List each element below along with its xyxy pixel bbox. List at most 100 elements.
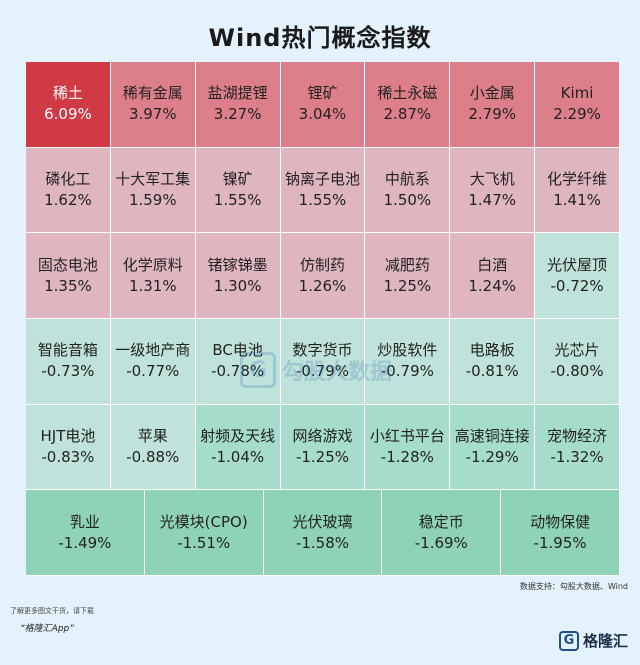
- cell-concept-name: 锂矿: [307, 84, 338, 103]
- cell-concept-name: 宠物经济: [547, 426, 608, 445]
- heatmap-cell: 稀土永磁 2.87%: [365, 62, 451, 148]
- cell-concept-name: 光伏玻璃: [292, 512, 353, 531]
- cell-percent-value: 1.25%: [383, 276, 432, 295]
- cell-concept-name: 稳定币: [418, 512, 464, 531]
- heatmap-cell: 光模块(CPO) -1.51%: [144, 490, 264, 576]
- cell-concept-name: 稀有金属: [122, 84, 183, 103]
- cell-concept-name: 网络游戏: [292, 426, 353, 445]
- cell-concept-name: 仿制药: [299, 255, 345, 274]
- cell-percent-value: -1.51%: [177, 533, 231, 552]
- cell-percent-value: -0.79%: [380, 362, 434, 381]
- cell-percent-value: -1.69%: [414, 533, 468, 552]
- download-note: 了解更多图文干货，请下载: [10, 607, 94, 615]
- heatmap-cell: 仿制药 1.26%: [280, 233, 366, 319]
- cell-concept-name: 小金属: [469, 84, 515, 103]
- heatmap-cell: HJT电池 -0.83%: [26, 404, 111, 491]
- heatmap-cell: 光芯片 -0.80%: [535, 319, 620, 405]
- heatmap-cell: 动物保健 -1.95%: [501, 490, 620, 576]
- cell-concept-name: 稀土: [52, 84, 83, 103]
- heatmap-cell: 稀土 6.09%: [26, 62, 111, 148]
- cell-concept-name: 稀土永磁: [377, 84, 438, 103]
- cell-percent-value: 2.79%: [468, 105, 517, 124]
- cell-concept-name: 乳业: [69, 512, 100, 531]
- cell-percent-value: 1.24%: [468, 276, 517, 295]
- cell-percent-value: -0.73%: [41, 362, 95, 381]
- cell-concept-name: 锗镓锑墨: [207, 255, 268, 274]
- cell-percent-value: 1.55%: [298, 190, 347, 209]
- cell-percent-value: 1.30%: [213, 276, 262, 295]
- cell-concept-name: 减肥药: [384, 255, 430, 274]
- cell-concept-name: 小红书平台: [369, 426, 445, 445]
- cell-percent-value: -0.78%: [211, 362, 265, 381]
- cell-percent-value: -1.28%: [380, 447, 434, 466]
- cell-concept-name: 高速铜连接: [454, 426, 530, 445]
- cell-percent-value: 1.47%: [468, 190, 517, 209]
- cell-concept-name: 十大军工集: [115, 169, 191, 188]
- cell-concept-name: 化学纤维: [547, 169, 608, 188]
- cell-concept-name: HJT电池: [40, 426, 96, 445]
- heatmap-cell: 光伏屋顶 -0.72%: [535, 233, 620, 319]
- cell-percent-value: -1.32%: [550, 447, 604, 466]
- cell-concept-name: 动物保健: [530, 512, 591, 531]
- data-source: 数据支持：勾股大数据、Wind: [519, 582, 628, 591]
- cell-concept-name: 钠离子电池: [284, 169, 360, 188]
- cell-percent-value: -0.81%: [465, 362, 519, 381]
- cell-percent-value: -0.79%: [295, 362, 350, 381]
- heatmap-cell: 钠离子电池 1.55%: [280, 147, 366, 234]
- cell-concept-name: 炒股软件: [377, 341, 438, 360]
- heatmap-cell: 减肥药 1.25%: [365, 233, 451, 319]
- cell-concept-name: 光伏屋顶: [547, 255, 608, 274]
- cell-concept-name: 中航系: [384, 169, 430, 188]
- heatmap-cell: 中航系 1.50%: [365, 147, 451, 234]
- cell-percent-value: 1.55%: [213, 190, 262, 209]
- heatmap-cell: 大飞机 1.47%: [450, 147, 536, 234]
- chart-title: Wind热门概念指数: [208, 24, 432, 52]
- heatmap-cell: 化学原料 1.31%: [110, 233, 196, 319]
- cell-concept-name: 光芯片: [554, 341, 600, 360]
- heatmap-cell: 化学纤维 1.41%: [535, 147, 620, 234]
- cell-percent-value: 1.41%: [553, 190, 601, 209]
- app-name-note: “格隆汇App”: [20, 624, 74, 634]
- cell-percent-value: 3.27%: [213, 105, 262, 124]
- heatmap-grid: 稀土 6.09% 稀有金属 3.97% 盐湖提锂 3.27% 锂矿 3.04% 稀土永磁 2.87…: [26, 62, 620, 576]
- cell-percent-value: 2.87%: [383, 105, 432, 124]
- heatmap-cell: 盐湖提锂 3.27%: [195, 62, 281, 148]
- cell-concept-name: 智能音箱: [37, 341, 98, 360]
- cell-concept-name: 光模块(CPO): [159, 512, 248, 531]
- cell-concept-name: 化学原料: [122, 255, 183, 274]
- brand-name: 格隆汇: [582, 632, 628, 650]
- heatmap-cell: 小红书平台 -1.28%: [365, 404, 451, 491]
- cell-concept-name: 盐湖提锂: [207, 84, 268, 103]
- cell-percent-value: 3.04%: [298, 105, 347, 124]
- heatmap-cell: 宠物经济 -1.32%: [535, 404, 620, 491]
- cell-percent-value: -1.58%: [295, 533, 350, 552]
- cell-percent-value: 3.97%: [128, 105, 177, 124]
- heatmap-cell: 锂矿 3.04%: [280, 62, 366, 148]
- cell-concept-name: BC电池: [212, 341, 263, 360]
- cell-percent-value: 1.62%: [44, 190, 92, 209]
- cell-percent-value: -0.72%: [550, 276, 604, 295]
- heatmap-cell: 射频及天线 -1.04%: [195, 404, 281, 491]
- cell-concept-name: 磷化工: [45, 169, 91, 188]
- heatmap-cell: 高速铜连接 -1.29%: [450, 404, 536, 491]
- heatmap-cell: 光伏玻璃 -1.58%: [263, 490, 383, 576]
- heatmap-cell: 磷化工 1.62%: [26, 147, 111, 234]
- cell-percent-value: 1.31%: [128, 276, 177, 295]
- heatmap-cell: 一级地产商 -0.77%: [110, 319, 196, 405]
- cell-concept-name: 苹果: [137, 426, 168, 445]
- heatmap-cell: 数字货币 -0.79%: [280, 319, 366, 405]
- brand-logo: G 格隆汇: [558, 630, 628, 651]
- cell-percent-value: -0.80%: [550, 362, 604, 381]
- heatmap-cell: 智能音箱 -0.73%: [26, 319, 111, 405]
- brand-g-icon: G: [558, 630, 579, 651]
- heatmap-cell: Kimi 2.29%: [535, 62, 620, 148]
- cell-concept-name: 镍矿: [222, 169, 253, 188]
- cell-percent-value: 1.35%: [44, 276, 92, 295]
- cell-concept-name: 射频及天线: [200, 426, 276, 445]
- cell-percent-value: -0.83%: [41, 447, 95, 466]
- heatmap-cell: 小金属 2.79%: [450, 62, 536, 148]
- heatmap-cell: 十大军工集 1.59%: [110, 147, 196, 234]
- heatmap-cell: 稀有金属 3.97%: [110, 62, 196, 148]
- cell-concept-name: 数字货币: [292, 341, 353, 360]
- cell-concept-name: 大飞机: [469, 169, 515, 188]
